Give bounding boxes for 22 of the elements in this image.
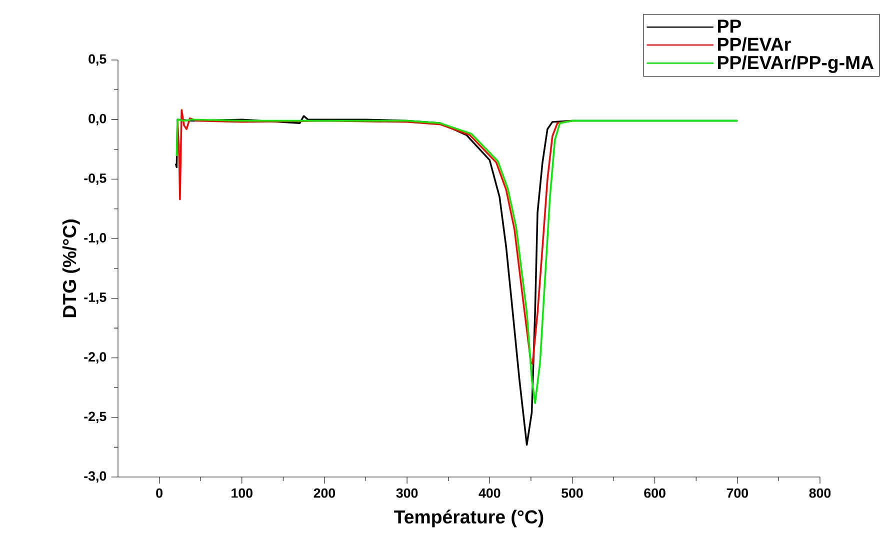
y-tick-label: -0,5 (84, 173, 106, 185)
y-tick-label: -2,0 (84, 352, 106, 364)
y-tick-label: -1,5 (84, 292, 106, 304)
x-tick-label: 400 (478, 488, 500, 498)
y-tick-label: 0,5 (88, 54, 106, 66)
x-tick-label: 700 (726, 488, 748, 498)
y-tick-label: 0,0 (88, 114, 106, 126)
x-axis-title: Température (°C) (394, 510, 544, 528)
y-tick-label: -2,5 (84, 412, 106, 424)
x-tick-label: 100 (232, 488, 252, 498)
y-axis-title: DTG (%/°C) (62, 220, 80, 318)
x-tick-label: 600 (644, 488, 666, 498)
legend-label: PP/EVAr (718, 37, 791, 52)
x-tick-label: 200 (314, 488, 336, 498)
x-tick-label: 800 (809, 488, 831, 498)
x-tick-label: 0 (156, 488, 162, 498)
x-tick-label: 300 (396, 488, 418, 498)
y-tick-label: -1,0 (84, 233, 106, 244)
y-tick-label: -3,0 (84, 471, 106, 483)
legend-label: PP (718, 20, 742, 33)
legend-label: PP/EVAr/PP-g-MA (718, 55, 874, 73)
x-tick-label: 500 (562, 488, 583, 498)
